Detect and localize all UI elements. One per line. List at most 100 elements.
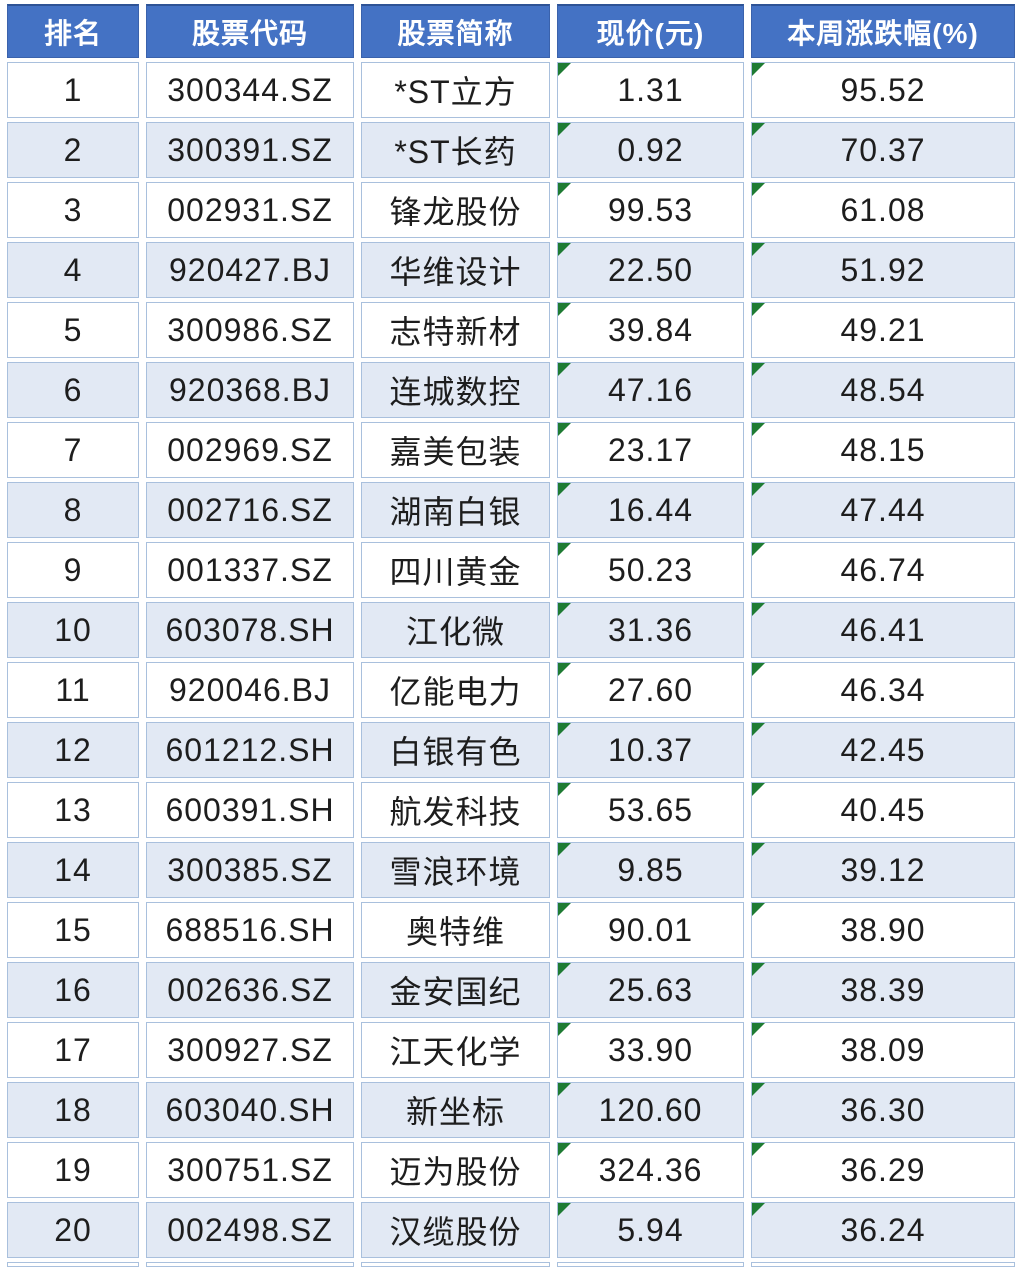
stock-name-cell: 华维设计 [361,242,550,298]
stock-name-cell: 湖南白银 [361,482,550,538]
rank-cell: 18 [7,1082,139,1138]
stock-name-cell: 嘉美包装 [361,422,550,478]
weekly-change-cell: 38.09 [751,1022,1015,1078]
stock-code-cell: 300385.SZ [146,842,354,898]
rank-cell: 3 [7,182,139,238]
error-flag-icon [752,423,765,436]
cropped-cell [146,1262,354,1267]
rank-cell: 13 [7,782,139,838]
current-price-cell: 90.01 [557,902,744,958]
header-row: 排名 股票代码 股票简称 现价(元) 本周涨跌幅(%) [7,4,1015,58]
stock-name-cell: 志特新材 [361,302,550,358]
error-flag-icon [752,1023,765,1036]
table-row: 18 603040.SH 新坐标 120.60 36.30 [7,1082,1015,1138]
table-row: 7 002969.SZ 嘉美包装 23.17 48.15 [7,422,1015,478]
stock-name-cell: 迈为股份 [361,1142,550,1198]
weekly-change-cell: 61.08 [751,182,1015,238]
weekly-change-cell: 48.54 [751,362,1015,418]
weekly-change-cell: 46.41 [751,602,1015,658]
error-flag-icon [558,303,571,316]
current-price-cell: 25.63 [557,962,744,1018]
stock-name-cell: 奥特维 [361,902,550,958]
error-flag-icon [558,1023,571,1036]
error-flag-icon [752,243,765,256]
weekly-change-cell: 46.74 [751,542,1015,598]
stock-name-cell: 雪浪环境 [361,842,550,898]
rank-cell: 16 [7,962,139,1018]
weekly-change-cell: 42.45 [751,722,1015,778]
weekly-change-cell: 51.92 [751,242,1015,298]
rank-cell: 4 [7,242,139,298]
error-flag-icon [752,723,765,736]
rank-cell: 17 [7,1022,139,1078]
stock-code-cell: 300391.SZ [146,122,354,178]
cropped-cell [557,1262,744,1267]
cropped-cell [7,1262,139,1267]
rank-cell: 15 [7,902,139,958]
table-row: 1 300344.SZ *ST立方 1.31 95.52 [7,62,1015,118]
error-flag-icon [558,1203,571,1216]
stock-code-cell: 600391.SH [146,782,354,838]
error-flag-icon [752,483,765,496]
rank-cell: 10 [7,602,139,658]
stock-code-cell: 603078.SH [146,602,354,658]
stock-name-cell: *ST长药 [361,122,550,178]
stock-name-cell: 航发科技 [361,782,550,838]
current-price-cell: 53.65 [557,782,744,838]
stock-name-cell: 亿能电力 [361,662,550,718]
table-row: 13 600391.SH 航发科技 53.65 40.45 [7,782,1015,838]
stock-code-cell: 300986.SZ [146,302,354,358]
weekly-change-cell: 49.21 [751,302,1015,358]
error-flag-icon [752,303,765,316]
stock-code-cell: 002716.SZ [146,482,354,538]
stock-code-cell: 002969.SZ [146,422,354,478]
stock-code-cell: 601212.SH [146,722,354,778]
table-row: 8 002716.SZ 湖南白银 16.44 47.44 [7,482,1015,538]
stock-code-cell: 002931.SZ [146,182,354,238]
stock-name-cell: 白银有色 [361,722,550,778]
weekly-change-cell: 38.90 [751,902,1015,958]
error-flag-icon [752,123,765,136]
error-flag-icon [752,783,765,796]
stock-code-cell: 920368.BJ [146,362,354,418]
weekly-change-cell: 70.37 [751,122,1015,178]
table-row: 4 920427.BJ 华维设计 22.50 51.92 [7,242,1015,298]
rank-cell: 19 [7,1142,139,1198]
table-row: 3 002931.SZ 锋龙股份 99.53 61.08 [7,182,1015,238]
error-flag-icon [752,963,765,976]
error-flag-icon [558,423,571,436]
table-row: 19 300751.SZ 迈为股份 324.36 36.29 [7,1142,1015,1198]
error-flag-icon [558,543,571,556]
rank-cell: 2 [7,122,139,178]
error-flag-icon [752,603,765,616]
error-flag-icon [752,543,765,556]
weekly-change-cell: 47.44 [751,482,1015,538]
current-price-cell: 33.90 [557,1022,744,1078]
stock-name-cell: 江天化学 [361,1022,550,1078]
current-price-cell: 9.85 [557,842,744,898]
stock-name-cell: 新坐标 [361,1082,550,1138]
error-flag-icon [558,183,571,196]
weekly-change-cell: 48.15 [751,422,1015,478]
current-price-cell: 1.31 [557,62,744,118]
rank-cell: 5 [7,302,139,358]
stock-code-cell: 001337.SZ [146,542,354,598]
rank-cell: 8 [7,482,139,538]
error-flag-icon [752,903,765,916]
stock-name-cell: 四川黄金 [361,542,550,598]
cropped-cell [361,1262,550,1267]
table-row: 9 001337.SZ 四川黄金 50.23 46.74 [7,542,1015,598]
table-row: 6 920368.BJ 连城数控 47.16 48.54 [7,362,1015,418]
stock-name-cell: 连城数控 [361,362,550,418]
rank-cell: 1 [7,62,139,118]
table-body: 1 300344.SZ *ST立方 1.31 95.52 2 300391.SZ *ST长药 0… [7,62,1015,1267]
stock-name-cell: 金安国纪 [361,962,550,1018]
current-price-cell: 47.16 [557,362,744,418]
table-row: 17 300927.SZ 江天化学 33.90 38.09 [7,1022,1015,1078]
stock-name-cell: 锋龙股份 [361,182,550,238]
rank-cell: 12 [7,722,139,778]
rank-cell: 9 [7,542,139,598]
stock-code-cell: 300751.SZ [146,1142,354,1198]
current-price-cell: 39.84 [557,302,744,358]
